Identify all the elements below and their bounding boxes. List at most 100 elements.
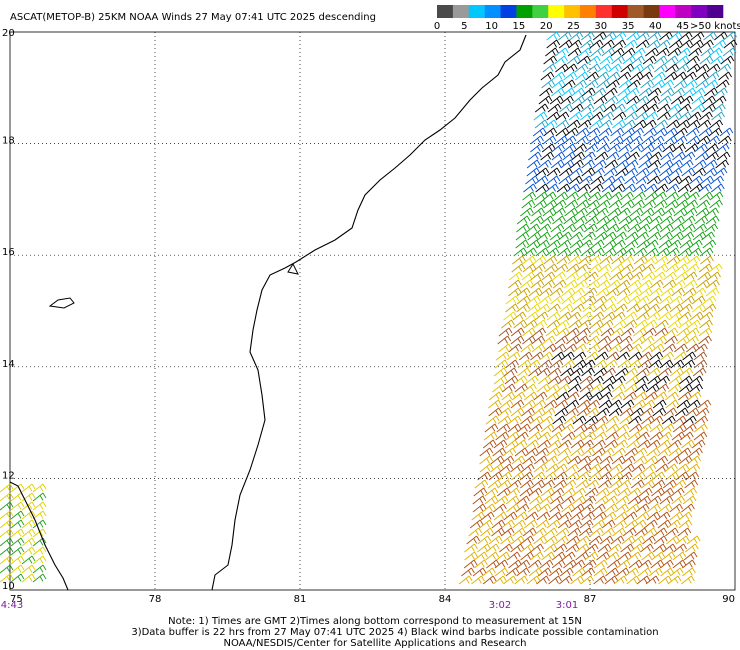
wind-barb — [510, 399, 525, 409]
wind-barb — [668, 111, 682, 121]
wind-barb — [505, 567, 520, 577]
wind-barb — [617, 479, 632, 489]
wind-barb — [682, 495, 697, 505]
wind-barb — [599, 255, 614, 265]
wind-barb — [693, 351, 708, 361]
wind-barb — [567, 255, 582, 265]
wind-barb — [635, 375, 649, 385]
wind-barb — [536, 575, 550, 585]
wind-barb — [603, 359, 618, 369]
wind-barb — [651, 143, 665, 153]
wind-barb — [552, 215, 566, 225]
wind-barb — [532, 127, 547, 137]
wind-barb — [704, 223, 719, 233]
wind-barb — [540, 215, 555, 225]
wind-barb — [594, 495, 609, 505]
wind-barb — [532, 399, 547, 409]
wind-barb — [689, 183, 704, 193]
wind-barb — [631, 463, 646, 473]
wind-barb — [679, 375, 693, 385]
wind-barb — [520, 415, 534, 425]
wind-barb — [503, 511, 518, 521]
wind-barb — [598, 263, 612, 273]
wind-barb — [634, 111, 649, 121]
wind-barb — [569, 167, 583, 177]
wind-barb — [624, 231, 639, 241]
wind-barb — [646, 95, 660, 105]
wind-barb — [671, 431, 686, 441]
wind-barb — [595, 487, 610, 497]
wind-barb — [32, 501, 47, 511]
wind-barb — [673, 135, 688, 145]
wind-barb — [675, 63, 690, 73]
wind-barb — [32, 492, 47, 502]
wind-barb — [600, 327, 615, 337]
pass-time: 3:02 — [489, 600, 511, 611]
wind-barb — [529, 495, 543, 505]
wind-barb — [543, 255, 558, 265]
wind-barb — [602, 295, 617, 305]
wind-barb — [598, 463, 612, 473]
wind-barb — [580, 111, 594, 121]
wind-barb — [686, 463, 701, 473]
wind-barb — [689, 375, 704, 385]
wind-barb — [693, 359, 708, 369]
wind-barb — [596, 79, 611, 89]
wind-barb — [565, 407, 579, 417]
wind-barb — [568, 319, 583, 329]
wind-barb — [627, 223, 641, 233]
wind-barb — [536, 303, 550, 313]
wind-barb — [630, 479, 645, 489]
wind-barb — [521, 407, 535, 417]
wind-barb — [494, 495, 509, 505]
wind-barb — [520, 479, 534, 489]
wind-barb — [605, 151, 620, 161]
wind-barb — [0, 564, 14, 574]
wind-barb — [506, 351, 521, 361]
wind-barb — [567, 247, 582, 257]
wind-barb — [663, 135, 678, 145]
wind-barb — [646, 511, 661, 521]
wind-barb — [32, 555, 47, 565]
wind-barb — [633, 455, 648, 465]
wind-barb — [519, 487, 534, 497]
wind-barb — [591, 519, 606, 529]
wind-barb — [673, 71, 687, 81]
wind-barb — [555, 111, 570, 121]
wind-barb — [579, 175, 593, 185]
wind-barb — [581, 367, 595, 377]
wind-barb — [644, 391, 658, 401]
wind-barb — [490, 455, 505, 465]
wind-barb — [505, 495, 520, 505]
wind-barb — [585, 71, 599, 81]
wind-barb — [715, 79, 730, 89]
wind-barb — [679, 367, 694, 377]
wind-barb — [570, 159, 584, 169]
wind-barb — [689, 39, 704, 49]
scale-swatch — [659, 5, 676, 18]
wind-barb — [700, 255, 714, 265]
wind-barb — [595, 207, 609, 217]
wind-barb — [519, 279, 534, 289]
wind-barb — [698, 335, 712, 345]
wind-barb — [10, 510, 25, 520]
wind-barb — [618, 143, 632, 153]
wind-barb — [624, 383, 638, 393]
wind-barb — [706, 63, 721, 73]
wind-barb — [705, 71, 720, 81]
wind-barb — [486, 559, 500, 569]
wind-barb — [511, 391, 526, 401]
wind-barb — [539, 495, 554, 505]
wind-barb — [601, 47, 616, 57]
wind-barb — [552, 207, 566, 217]
wind-barb — [623, 319, 638, 329]
wind-barb — [651, 71, 666, 81]
wind-barb — [586, 63, 601, 73]
wind-barb — [681, 359, 696, 369]
wind-barb — [641, 551, 656, 561]
wind-barb — [523, 183, 537, 193]
wind-barb — [620, 191, 634, 201]
wind-barb — [545, 247, 560, 257]
wind-barb — [615, 495, 630, 505]
wind-barb — [21, 546, 36, 556]
